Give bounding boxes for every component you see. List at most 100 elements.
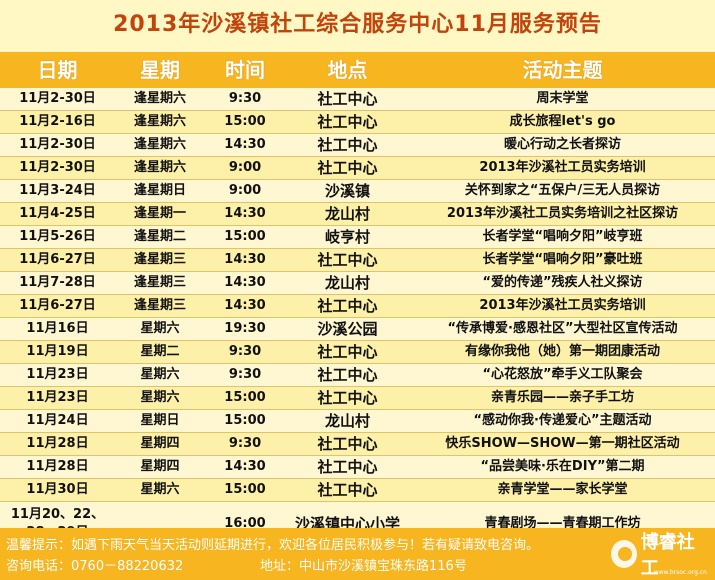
cell-place: 社工中心 (317, 343, 378, 361)
cell-place: 社工中心 (317, 159, 378, 177)
table-row: 11月23日 星期六 9:30 社工中心 “心花怒放”牵手义工队聚会 (0, 364, 715, 387)
cell-place: 龙山村 (324, 412, 370, 430)
table-row: 11月5-26日 逢星期二 15:00 岐亨村 长者学堂“唱响夕阳”岐亨班 (0, 226, 715, 249)
cell-time: 14:30 (224, 206, 266, 221)
table-header: 日期 星期 时间 地点 活动主题 (0, 52, 715, 88)
cell-topic: 长者学堂“唱响夕阳”豪吐班 (482, 252, 643, 267)
table-row: 11月16日 星期六 19:30 沙溪公园 “传承博爱·感恩社区”大型社区宣传活动 (0, 318, 715, 341)
cell-topic: 亲青学堂——家长学堂 (497, 482, 628, 497)
cell-place: 社工中心 (317, 435, 378, 453)
table-row: 11月2-30日 逢星期六 9:00 社工中心 2013年沙溪社工员实务培训 (0, 157, 715, 180)
table-row: 11月6-27日 逢星期三 14:30 社工中心 长者学堂“唱响夕阳”豪吐班 (0, 249, 715, 272)
cell-weekday: 逢星期日 (133, 183, 186, 198)
cell-weekday: 逢星期二 (133, 229, 186, 244)
cell-time: 15:00 (224, 390, 266, 405)
cell-topic: “传承博爱·感恩社区”大型社区宣传活动 (447, 321, 678, 336)
cell-date: 11月6-27日 (19, 252, 96, 267)
cell-place: 社工中心 (317, 458, 378, 476)
cell-time: 9:00 (228, 160, 262, 175)
cell-topic: 2013年沙溪社工员实务培训之社区探访 (446, 206, 679, 221)
cell-topic: 2013年沙溪社工员实务培训 (479, 298, 646, 313)
cell-weekday: 逢星期三 (133, 298, 186, 313)
table-row: 11月6-27日 逢星期三 14:30 社工中心 2013年沙溪社工员实务培训 (0, 295, 715, 318)
cell-time: 15:00 (224, 482, 266, 497)
cell-topic: 2013年沙溪社工员实务培训 (479, 160, 646, 175)
cell-time: 15:00 (224, 114, 266, 129)
cell-date: 11月3-24日 (19, 183, 96, 198)
cell-time: 14:30 (224, 459, 266, 474)
cell-date: 11月23日 (26, 367, 89, 382)
table-row: 11月19日 星期二 9:30 社工中心 有缘你我他（她）第一期团康活动 (0, 341, 715, 364)
cell-weekday: 星期六 (140, 367, 180, 382)
cell-time: 15:00 (224, 413, 266, 428)
cell-date: 11月2-16日 (19, 114, 96, 129)
header-date: 日期 (37, 58, 78, 82)
cell-date: 11月2-30日 (19, 91, 96, 106)
cell-time: 14:30 (224, 275, 266, 290)
cell-place: 社工中心 (317, 297, 378, 315)
table-row: 11月28日 星期四 9:30 社工中心 快乐SHOW—SHOW—第一期社区活动 (0, 433, 715, 456)
table-row: 11月3-24日 逢星期日 9:00 沙溪镇 关怀到家之“五保户/三无人员探访 (0, 180, 715, 203)
cell-place: 社工中心 (317, 366, 378, 384)
page-title-bar: 2013年沙溪镇社工综合服务中心11月服务预告 (0, 0, 715, 44)
header-time: 时间 (225, 58, 265, 82)
cell-date: 11月24日 (26, 413, 89, 428)
cell-weekday: 逢星期六 (133, 137, 186, 152)
cell-weekday: 星期六 (140, 482, 180, 497)
cell-place: 龙山村 (324, 205, 370, 223)
cell-date: 11月4-25日 (19, 206, 96, 221)
cell-topic: “感动你我·传递爱心”主题活动 (473, 413, 652, 428)
cell-topic: 暖心行动之长者探访 (503, 137, 621, 152)
table-row: 11月7-28日 逢星期三 14:30 龙山村 “爱的传递”残疾人社义探访 (0, 272, 715, 295)
header-place: 地点 (327, 58, 368, 82)
cell-topic: 长者学堂“唱响夕阳”岐亨班 (482, 229, 643, 244)
cell-time: 9:30 (228, 344, 262, 359)
cell-weekday: 星期六 (140, 390, 180, 405)
cell-date: 11月5-26日 (19, 229, 96, 244)
cell-weekday: 星期二 (140, 344, 180, 359)
table-row: 11月24日 星期日 15:00 龙山村 “感动你我·传递爱心”主题活动 (0, 410, 715, 433)
cell-time: 14:30 (224, 137, 266, 152)
cell-weekday: 逢星期六 (133, 91, 186, 106)
cell-weekday: 星期日 (140, 413, 180, 428)
logo-icon (611, 540, 637, 568)
cell-topic: 快乐SHOW—SHOW—第一期社区活动 (445, 436, 680, 451)
page-title: 2013年沙溪镇社工综合服务中心11月服务预告 (113, 12, 602, 37)
cell-topic: “爱的传递”残疾人社义探访 (482, 275, 643, 290)
cell-date: 11月28日 (26, 436, 89, 451)
header-weekday: 星期 (140, 58, 180, 82)
cell-date: 11月7-28日 (19, 275, 96, 290)
cell-weekday: 星期四 (140, 459, 180, 474)
cell-date: 11月23日 (26, 390, 89, 405)
cell-place: 社工中心 (317, 389, 378, 407)
footer: 温馨提示：如遇下雨天气当天活动则延期进行，欢迎各位居民积极参与！若有疑请致电咨询… (0, 528, 715, 580)
cell-time: 15:00 (224, 229, 266, 244)
cell-place: 社工中心 (317, 90, 378, 108)
cell-topic: 有缘你我他（她）第一期团康活动 (464, 344, 660, 359)
footer-phone: 咨询电话：0760－88220632 (6, 559, 184, 574)
cell-place: 社工中心 (317, 481, 378, 499)
cell-time: 14:30 (224, 298, 266, 313)
cell-weekday: 星期六 (140, 321, 180, 336)
cell-place: 沙溪公园 (317, 320, 378, 338)
cell-time: 14:30 (224, 252, 266, 267)
cell-place: 社工中心 (317, 113, 378, 131)
cell-time: 16:00 (224, 516, 266, 531)
cell-topic: “品尝美味·乐在DIY”第二期 (480, 459, 645, 474)
cell-topic: “心花怒放”牵手义工队聚会 (482, 367, 643, 382)
table-row: 11月30日 星期六 15:00 社工中心 亲青学堂——家长学堂 (0, 479, 715, 502)
logo-url: www.brsoc.org.cn (653, 569, 707, 576)
cell-date: 11月6-27日 (19, 298, 96, 313)
cell-place: 社工中心 (317, 251, 378, 269)
cell-date: 11月2-30日 (19, 137, 96, 152)
cell-date: 11月28日 (26, 459, 89, 474)
cell-place: 沙溪镇 (324, 182, 370, 200)
cell-weekday: 逢星期六 (133, 160, 186, 175)
cell-topic: 关怀到家之“五保户/三无人员探访 (464, 183, 661, 198)
cell-time: 9:30 (228, 367, 262, 382)
cell-time: 9:30 (228, 91, 262, 106)
logo: 博睿社工 www.brsoc.org.cn (611, 532, 707, 579)
cell-topic: 周末学堂 (536, 91, 589, 106)
table-row: 11月4-25日 逢星期一 14:30 龙山村 2013年沙溪社工员实务培训之社区探访 (0, 203, 715, 226)
cell-date: 11月30日 (26, 482, 89, 497)
